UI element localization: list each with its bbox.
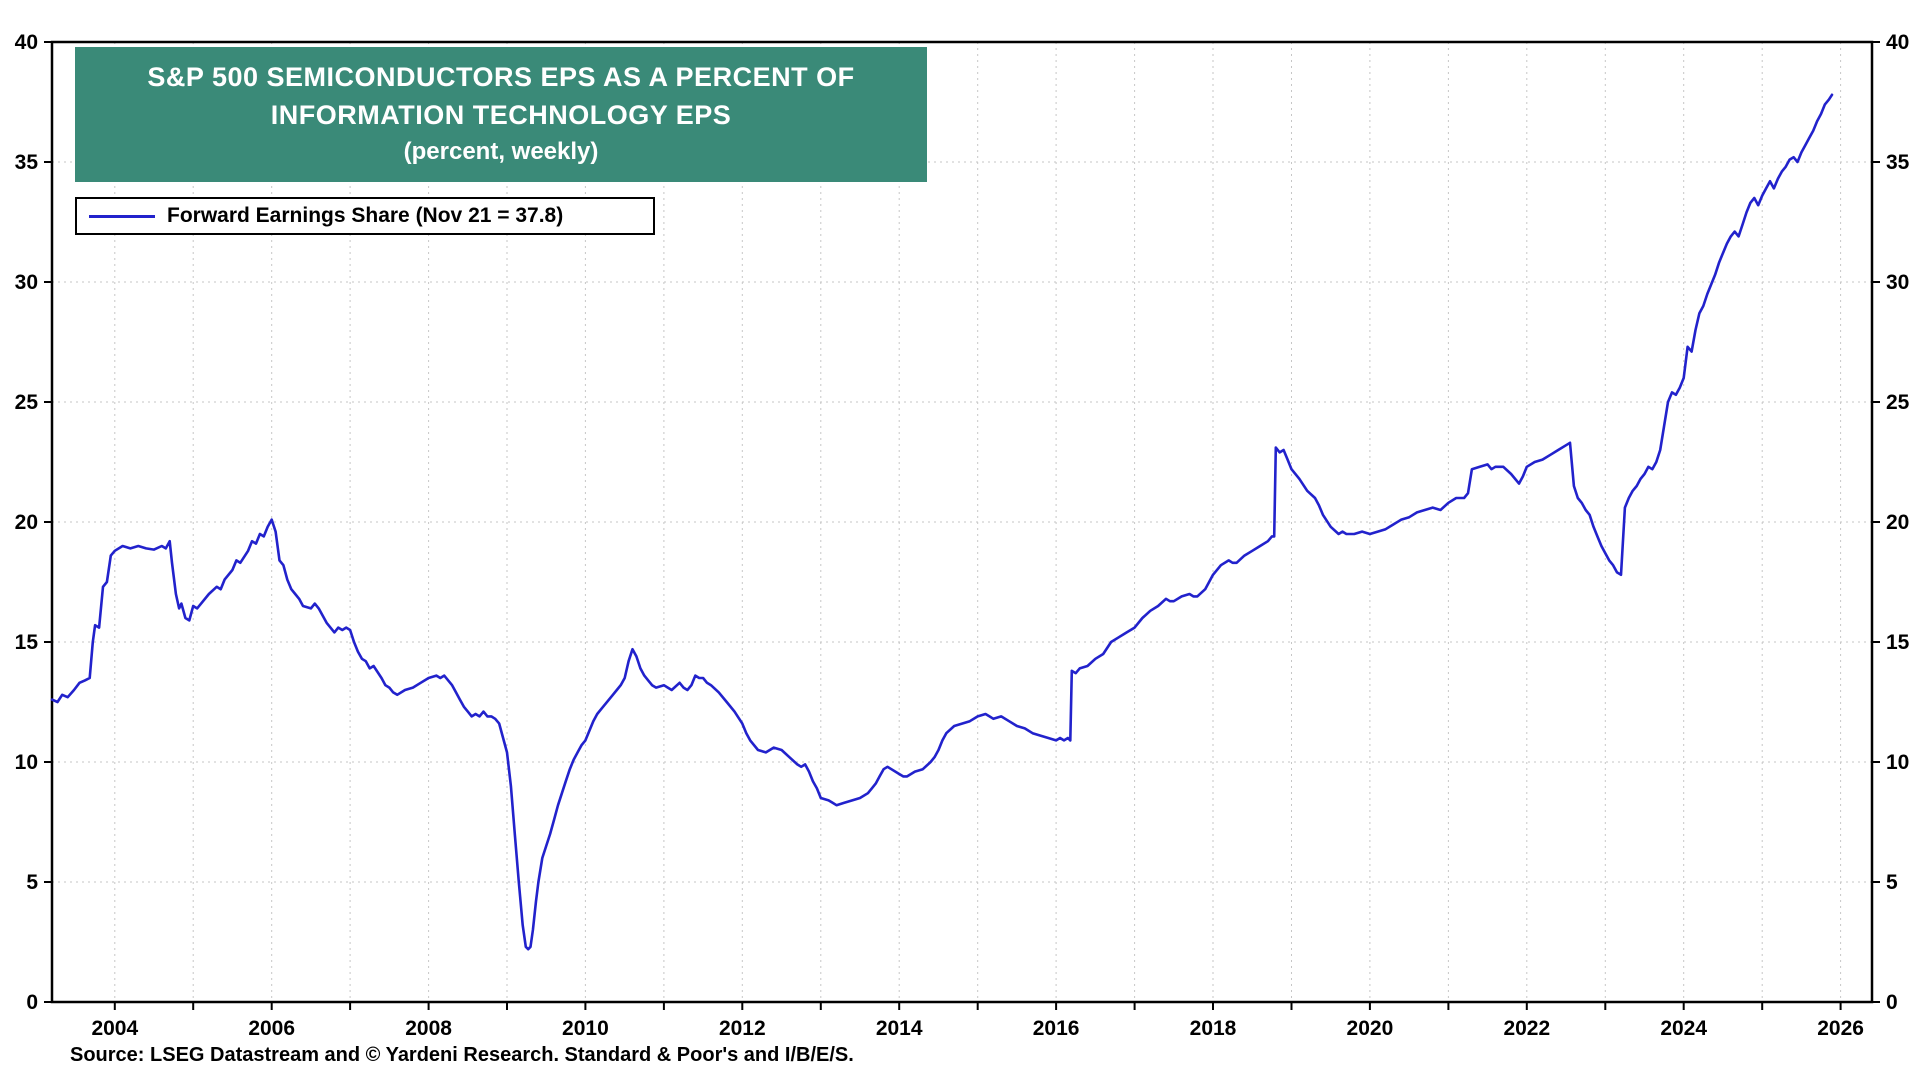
y-axis-tick-label-right: 25 — [1886, 391, 1910, 414]
x-axis-tick-label: 2016 — [1033, 1017, 1080, 1040]
legend-label: Forward Earnings Share (Nov 21 = 37.8) — [167, 204, 564, 227]
y-axis-tick-label-right: 0 — [1886, 991, 1898, 1014]
y-axis-tick-label-right: 10 — [1886, 751, 1909, 774]
x-axis-tick-label: 2010 — [562, 1017, 609, 1040]
x-axis-tick-label: 2024 — [1660, 1017, 1707, 1040]
chart-title-line1: S&P 500 SEMICONDUCTORS EPS AS A PERCENT … — [147, 62, 855, 92]
x-axis-tick-label: 2014 — [876, 1017, 923, 1040]
chart-title-line2: INFORMATION TECHNOLOGY EPS — [270, 99, 732, 130]
x-axis-tick-label: 2008 — [405, 1017, 452, 1040]
y-axis-tick-label: 15 — [15, 631, 39, 654]
x-axis-tick-label: 2026 — [1817, 1017, 1864, 1040]
y-axis-tick-label: 10 — [15, 751, 38, 774]
y-axis-tick-label: 35 — [15, 151, 39, 174]
y-axis-tick-label-right: 20 — [1886, 511, 1909, 534]
y-axis-tick-label-right: 40 — [1886, 31, 1909, 54]
x-axis-tick-label: 2020 — [1347, 1017, 1394, 1040]
x-axis-tick-label: 2004 — [91, 1017, 138, 1040]
legend-line-sample-icon — [89, 214, 155, 218]
forward-earnings-share-line — [50, 93, 1834, 951]
chart-title-box: S&P 500 SEMICONDUCTORS EPS AS A PERCENT … — [75, 47, 927, 183]
x-axis-tick-label: 2006 — [248, 1017, 295, 1040]
source-text: Source: LSEG Datastream and © Yardeni Re… — [70, 1044, 854, 1066]
y-axis-tick-label: 20 — [15, 511, 38, 534]
y-axis-tick-label: 40 — [15, 31, 38, 54]
y-axis-tick-label: 30 — [15, 271, 38, 294]
y-axis-tick-label-right: 30 — [1886, 271, 1909, 294]
x-axis-tick-label: 2022 — [1503, 1017, 1550, 1040]
y-axis-tick-label-right: 5 — [1886, 871, 1898, 894]
plot-frame — [50, 40, 1874, 1004]
y-axis-tick-label-right: 35 — [1886, 151, 1910, 174]
x-axis-tick-label: 2018 — [1190, 1017, 1237, 1040]
chart-subtitle: (percent, weekly) — [403, 137, 599, 165]
y-axis-tick-label: 25 — [15, 391, 39, 414]
y-axis-tick-label: 5 — [26, 871, 38, 894]
legend-box: Forward Earnings Share (Nov 21 = 37.8) — [75, 197, 655, 235]
y-axis-tick-label: 0 — [26, 991, 38, 1014]
y-axis-tick-label-right: 15 — [1886, 631, 1910, 654]
x-axis-tick-label: 2012 — [719, 1017, 766, 1040]
